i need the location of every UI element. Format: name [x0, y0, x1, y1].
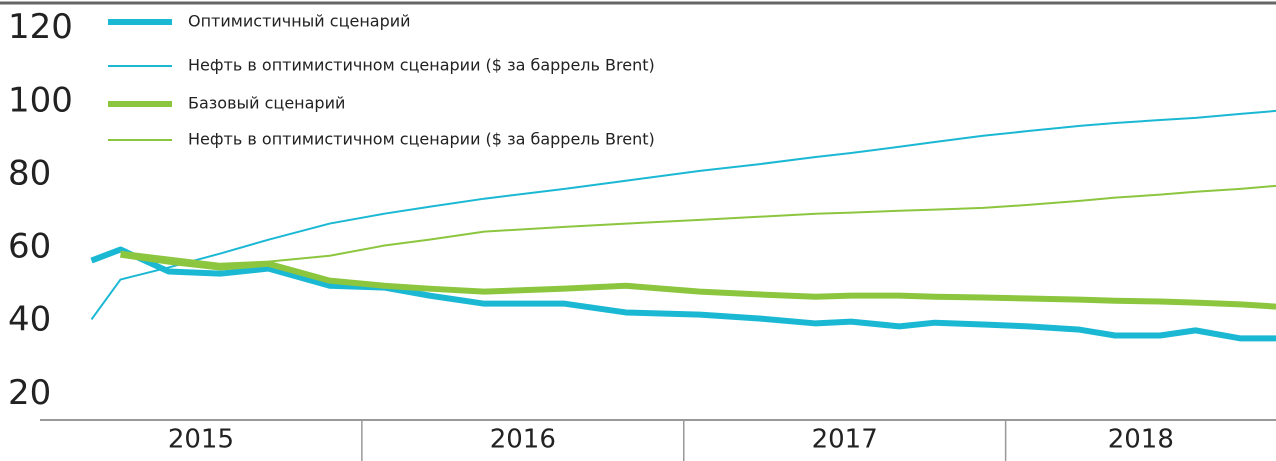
x-tick-label: 2015: [168, 425, 234, 455]
y-tick-label: 60: [8, 227, 51, 267]
series-line: [120, 251, 1276, 310]
legend-label: Нефть в оптимистичном сценарии ($ за бар…: [188, 130, 655, 149]
series-line: [90, 109, 1276, 320]
legend-label: Базовый сценарий: [188, 94, 345, 113]
x-tick-label: 2018: [1108, 425, 1174, 455]
y-tick-label: 120: [8, 7, 73, 47]
y-tick-label: 20: [8, 373, 51, 413]
series-line: [90, 246, 1276, 342]
legend-label: Нефть в оптимистичном сценарии ($ за бар…: [188, 56, 655, 75]
x-tick-label: 2016: [490, 425, 556, 455]
y-tick-label: 80: [8, 153, 51, 193]
x-tick-label: 2017: [812, 425, 878, 455]
legend-label: Оптимистичный сценарий: [188, 12, 411, 31]
series-line: [120, 184, 1276, 265]
y-tick-label: 100: [8, 80, 73, 120]
y-tick-label: 40: [8, 300, 51, 340]
